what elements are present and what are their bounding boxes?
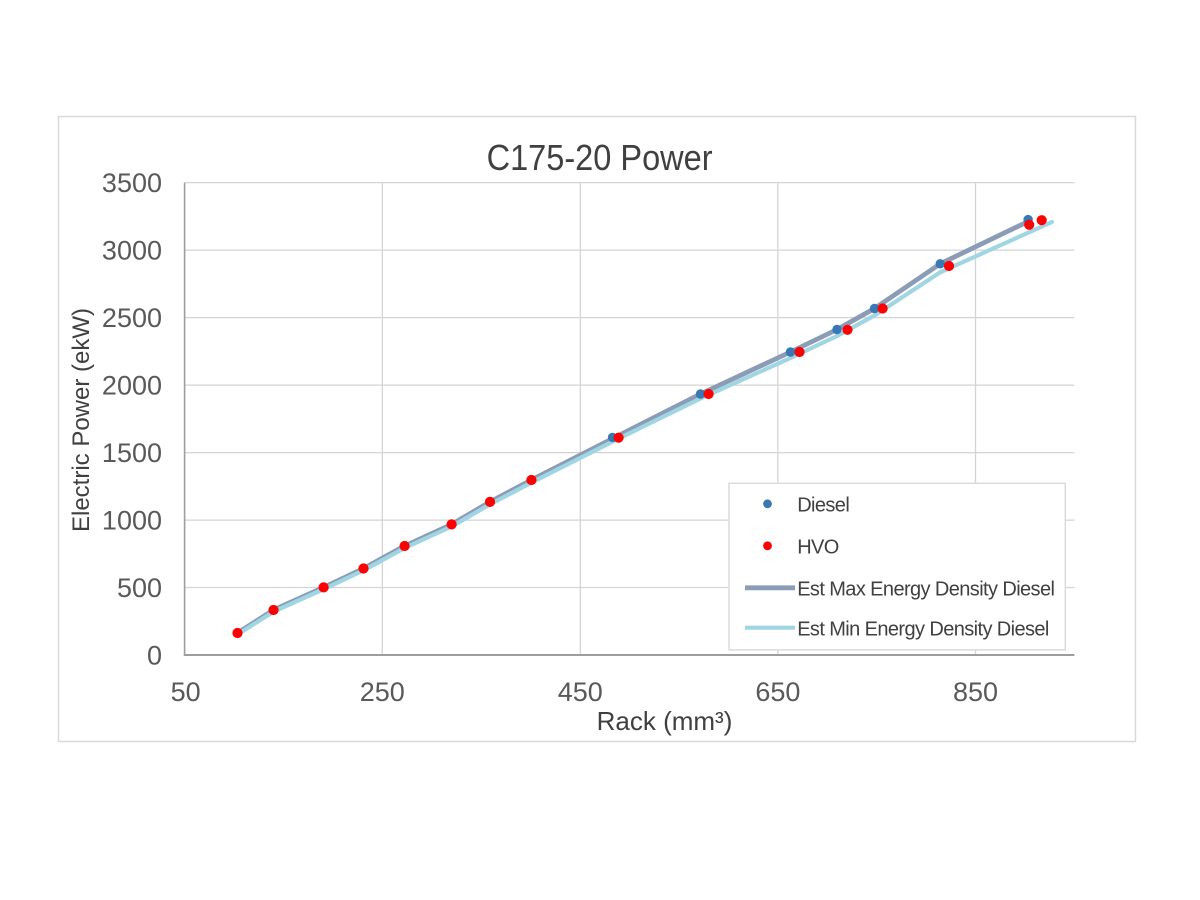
svg-text:2500: 2500 [102,303,162,333]
svg-text:C175-20 Power: C175-20 Power [487,137,713,178]
svg-text:Rack (mm³): Rack (mm³) [597,706,733,736]
svg-text:500: 500 [117,573,162,603]
svg-text:50: 50 [171,677,201,707]
svg-text:HVO: HVO [797,536,839,558]
svg-text:3000: 3000 [102,236,162,266]
svg-text:2000: 2000 [102,371,162,401]
svg-text:Est Max Energy Density Diesel: Est Max Energy Density Diesel [797,578,1054,600]
svg-text:0: 0 [147,641,162,671]
svg-text:3500: 3500 [102,168,162,198]
svg-text:1500: 1500 [102,438,162,468]
svg-text:650: 650 [755,677,800,707]
svg-text:Electric Power (ekW): Electric Power (ekW) [68,308,95,532]
svg-text:Diesel: Diesel [797,494,849,516]
svg-text:250: 250 [360,677,405,707]
svg-text:850: 850 [953,677,998,707]
svg-text:450: 450 [558,677,603,707]
svg-text:1000: 1000 [102,506,162,536]
svg-text:Est Min Energy Density Diesel: Est Min Energy Density Diesel [797,618,1049,640]
